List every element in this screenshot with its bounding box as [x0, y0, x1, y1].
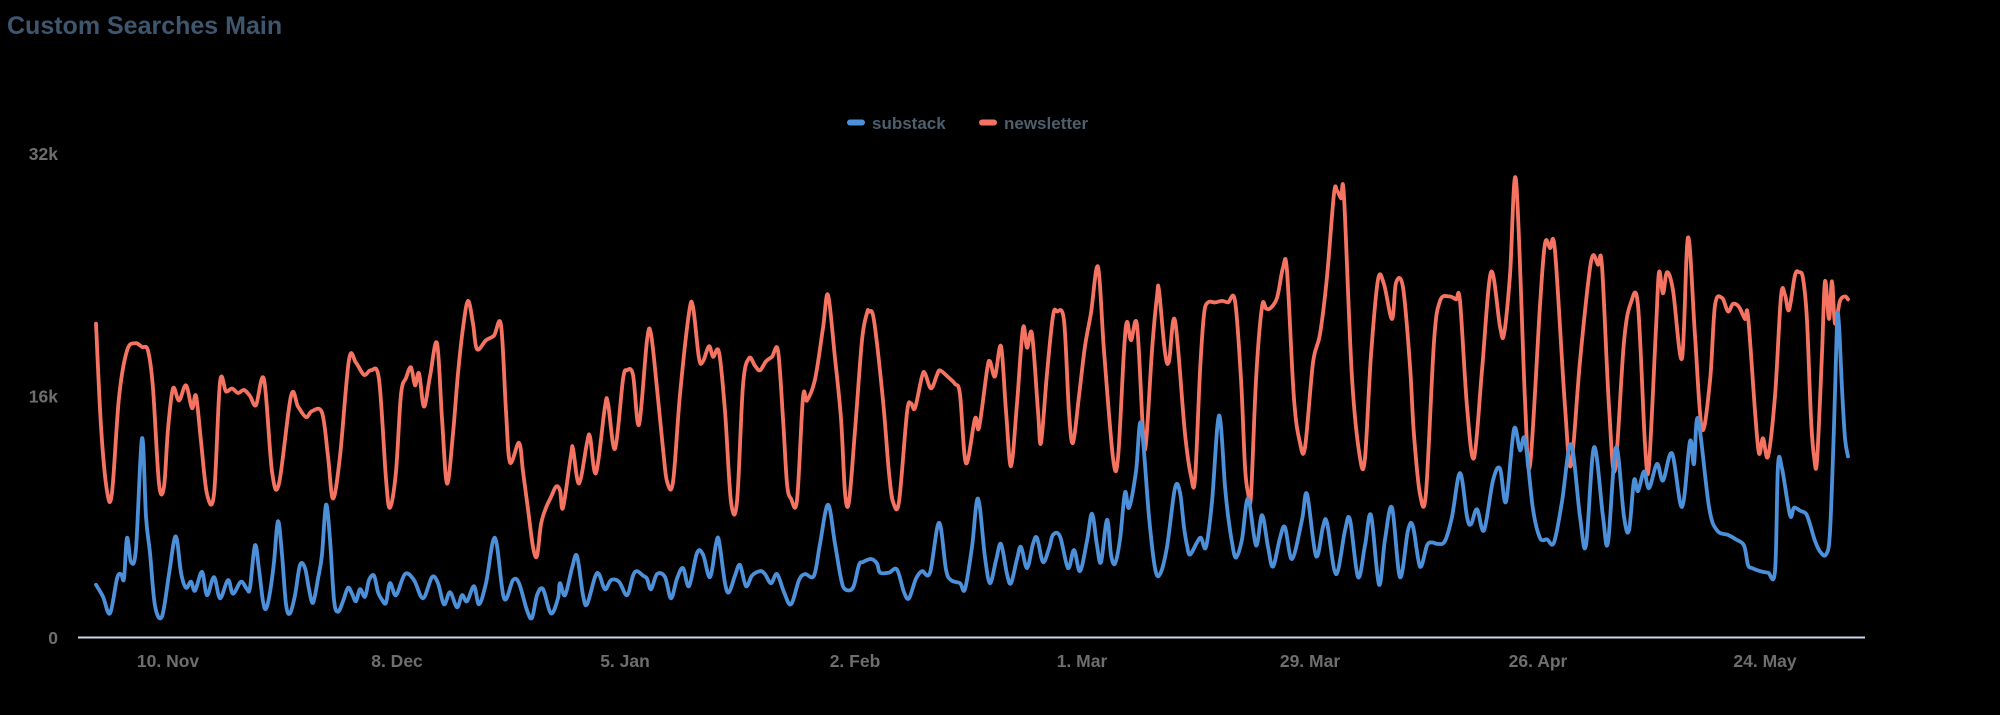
- svg-text:10. Nov: 10. Nov: [137, 651, 200, 671]
- svg-text:Custom Searches Main: Custom Searches Main: [7, 12, 282, 40]
- svg-text:29. Mar: 29. Mar: [1280, 651, 1340, 671]
- svg-text:2. Feb: 2. Feb: [830, 651, 881, 671]
- svg-text:1. Mar: 1. Mar: [1057, 651, 1108, 671]
- svg-text:substack: substack: [872, 114, 946, 133]
- svg-text:32k: 32k: [29, 144, 58, 164]
- svg-text:16k: 16k: [29, 387, 58, 407]
- svg-text:26. Apr: 26. Apr: [1509, 651, 1568, 671]
- svg-text:0: 0: [48, 628, 58, 648]
- svg-text:5. Jan: 5. Jan: [600, 651, 650, 671]
- svg-text:8. Dec: 8. Dec: [371, 651, 423, 671]
- svg-text:newsletter: newsletter: [1004, 114, 1088, 133]
- svg-text:24. May: 24. May: [1733, 651, 1796, 671]
